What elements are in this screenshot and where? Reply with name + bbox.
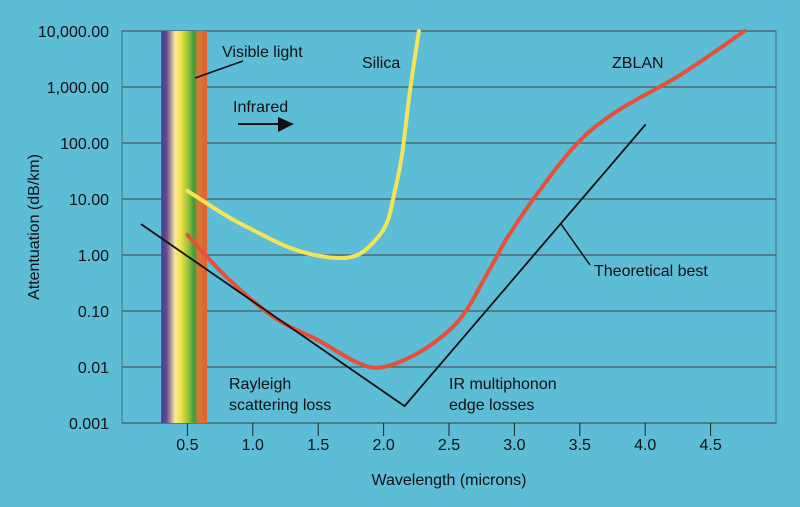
visible-light-label: Visible light: [222, 44, 303, 61]
y-tick-label: 1,000.00: [47, 80, 109, 97]
theoretical-best-line: [140, 124, 647, 408]
visible-light-leader: [194, 60, 244, 79]
x-tick-label: 2.0: [372, 437, 394, 454]
x-axis-label: Wavelength (microns): [371, 472, 526, 489]
y-tick-label: 100.00: [60, 136, 109, 153]
x-tick-label: 3.0: [503, 437, 525, 454]
x-tick-label: 0.5: [176, 437, 198, 454]
ir-label-line1: IR multiphonon: [449, 376, 557, 393]
x-ticks: 0.5 1.0 1.5 2.0 2.5 3.0 3.5 4.0 4.5: [176, 423, 722, 454]
y-tick-label: 0.001: [69, 416, 109, 433]
plot-frame: [121, 30, 777, 424]
y-tick-label: 0.01: [78, 360, 109, 377]
infrared-label: Infrared: [233, 99, 288, 116]
rayleigh-label-line2: scattering loss: [229, 397, 331, 414]
x-tick-label: 4.5: [699, 437, 721, 454]
theoretical-best-label: Theoretical best: [594, 263, 708, 280]
infrared-arrow-icon: [238, 117, 294, 132]
y-tick-label: 10,000.00: [38, 24, 109, 41]
silica-label: Silica: [362, 55, 400, 72]
series-lines: [140, 29, 747, 408]
x-tick-label: 1.5: [307, 437, 329, 454]
x-tick-label: 2.5: [438, 437, 460, 454]
x-tick-label: 1.0: [242, 437, 264, 454]
x-tick-label: 3.5: [569, 437, 591, 454]
ir-label-line2: edge losses: [449, 397, 534, 414]
y-tick-labels: 0.001 0.01 0.10 1.00 10.00 100.00 1,000.00 10,0…: [38, 24, 109, 433]
visible-light-band: [161, 31, 208, 423]
silica-line: [185, 29, 421, 261]
grid-lines: [121, 30, 777, 424]
y-tick-label: 10.00: [69, 192, 109, 209]
y-axis-label: Attentuation (dB/km): [26, 154, 43, 300]
zblan-label: ZBLAN: [612, 55, 664, 72]
x-tick-label: 4.0: [634, 437, 656, 454]
rayleigh-label-line1: Rayleigh: [229, 376, 291, 393]
y-tick-label: 0.10: [78, 304, 109, 321]
theoretical-best-leader: [560, 223, 591, 266]
y-tick-label: 1.00: [78, 248, 109, 265]
